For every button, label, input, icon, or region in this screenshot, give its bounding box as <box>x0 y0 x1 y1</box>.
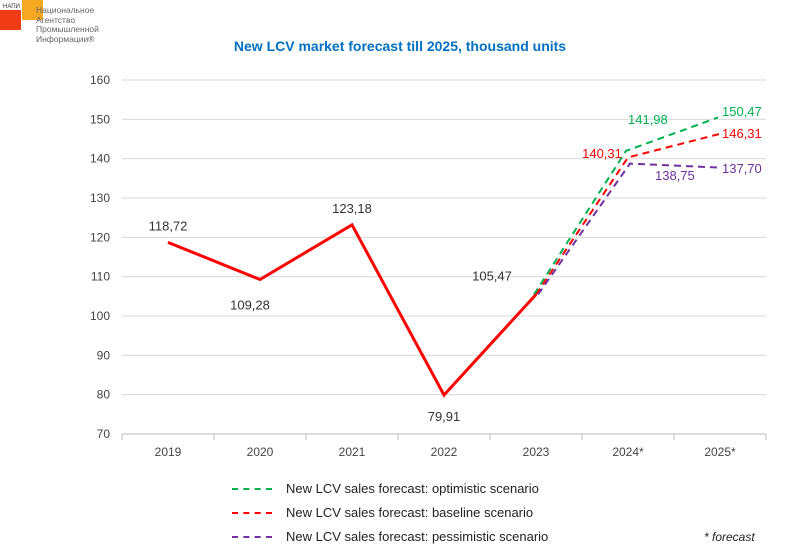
forecast-line-pessimistic <box>537 162 723 296</box>
x-tick-label: 2023 <box>523 445 550 459</box>
legend-swatch <box>232 535 272 538</box>
forecast-line-baseline <box>535 132 721 296</box>
x-tick-label: 2021 <box>339 445 366 459</box>
x-tick-label: 2019 <box>155 445 182 459</box>
x-tick-label: 2025* <box>704 445 736 459</box>
data-label: 118,72 <box>149 218 188 233</box>
data-label: 150,47 <box>722 104 762 119</box>
actual-line <box>167 222 538 398</box>
x-tick-label: 2024* <box>612 445 644 459</box>
legend-label: New LCV sales forecast: baseline scenari… <box>286 505 534 520</box>
legend-item: New LCV sales forecast: pessimistic scen… <box>232 529 548 544</box>
y-tick-label: 130 <box>90 191 110 205</box>
data-label: 138,75 <box>655 168 695 183</box>
forecast-line-optimistic <box>533 116 719 296</box>
legend-swatch <box>232 511 272 514</box>
y-tick-label: 150 <box>90 112 110 126</box>
logo: НАПИ Национальное Агентство Промышленной… <box>0 0 100 43</box>
forecast-note: * forecast <box>704 530 755 544</box>
data-label: 146,31 <box>722 126 762 141</box>
y-tick-label: 100 <box>90 309 110 323</box>
data-label: 141,98 <box>628 112 668 127</box>
y-tick-label: 140 <box>90 152 110 166</box>
chart-title: New LCV market forecast till 2025, thous… <box>233 38 567 54</box>
legend-item: New LCV sales forecast: optimistic scena… <box>232 481 539 496</box>
x-tick-label: 2022 <box>431 445 458 459</box>
y-tick-label: 90 <box>97 348 111 362</box>
data-label: 140,31 <box>582 146 622 161</box>
data-label: 105,47 <box>472 268 512 283</box>
y-tick-label: 160 <box>90 73 110 87</box>
legend-swatch <box>232 487 272 490</box>
data-label: 123,18 <box>332 201 372 216</box>
x-tick-label: 2020 <box>247 445 274 459</box>
data-label: 137,70 <box>722 161 762 176</box>
y-tick-label: 70 <box>97 427 111 441</box>
y-tick-label: 120 <box>90 230 110 244</box>
legend-item: New LCV sales forecast: baseline scenari… <box>232 505 533 520</box>
y-tick-label: 110 <box>91 270 110 284</box>
legend-label: New LCV sales forecast: optimistic scena… <box>286 481 539 496</box>
data-label: 79,91 <box>428 409 461 424</box>
legend-label: New LCV sales forecast: pessimistic scen… <box>286 529 549 544</box>
y-tick-label: 80 <box>97 388 111 402</box>
data-label: 109,28 <box>230 297 270 312</box>
